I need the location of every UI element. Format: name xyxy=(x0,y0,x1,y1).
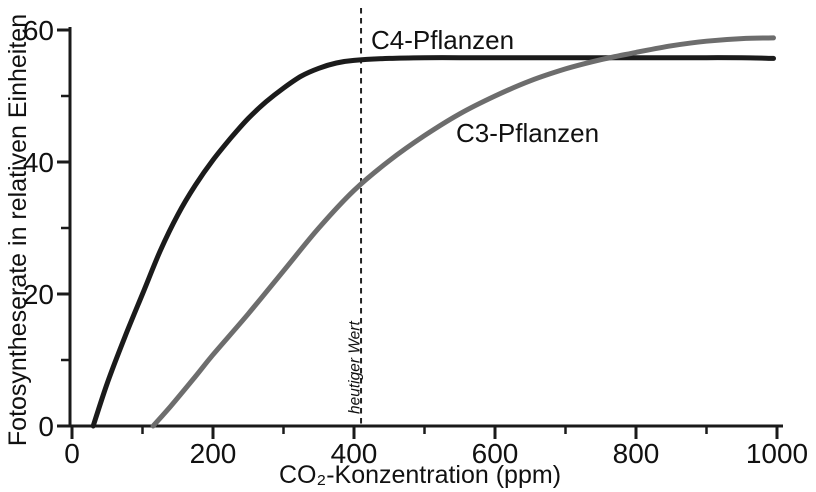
axes-layer: 0 200 400 600 800 1000 0 20 40 60 xyxy=(23,15,808,469)
y-tick-label: 40 xyxy=(23,147,54,178)
x-axis-title: CO₂-Konzentration (ppm) xyxy=(279,461,561,489)
c4-plants-curve xyxy=(90,55,776,429)
x-tick-label: 1000 xyxy=(746,438,808,469)
c3-curve-label: C3-Pflanzen xyxy=(456,118,599,148)
y-axis-title: Fotosyntheserate in relativen Einheiten xyxy=(4,14,32,446)
today-value-label: heutiger Wert xyxy=(347,321,364,414)
x-tick-label: 0 xyxy=(64,438,80,469)
curves-layer xyxy=(90,35,776,429)
y-tick-label: 60 xyxy=(23,15,54,46)
c3-plants-curve xyxy=(150,35,776,429)
x-tick-label: 400 xyxy=(331,438,378,469)
y-tick-label: 0 xyxy=(38,411,54,442)
y-tick-label: 20 xyxy=(23,279,54,310)
c4-curve-label: C4-Pflanzen xyxy=(371,25,514,55)
x-tick-label: 600 xyxy=(472,438,519,469)
x-tick-label: 800 xyxy=(613,438,660,469)
x-tick-label: 200 xyxy=(190,438,237,469)
